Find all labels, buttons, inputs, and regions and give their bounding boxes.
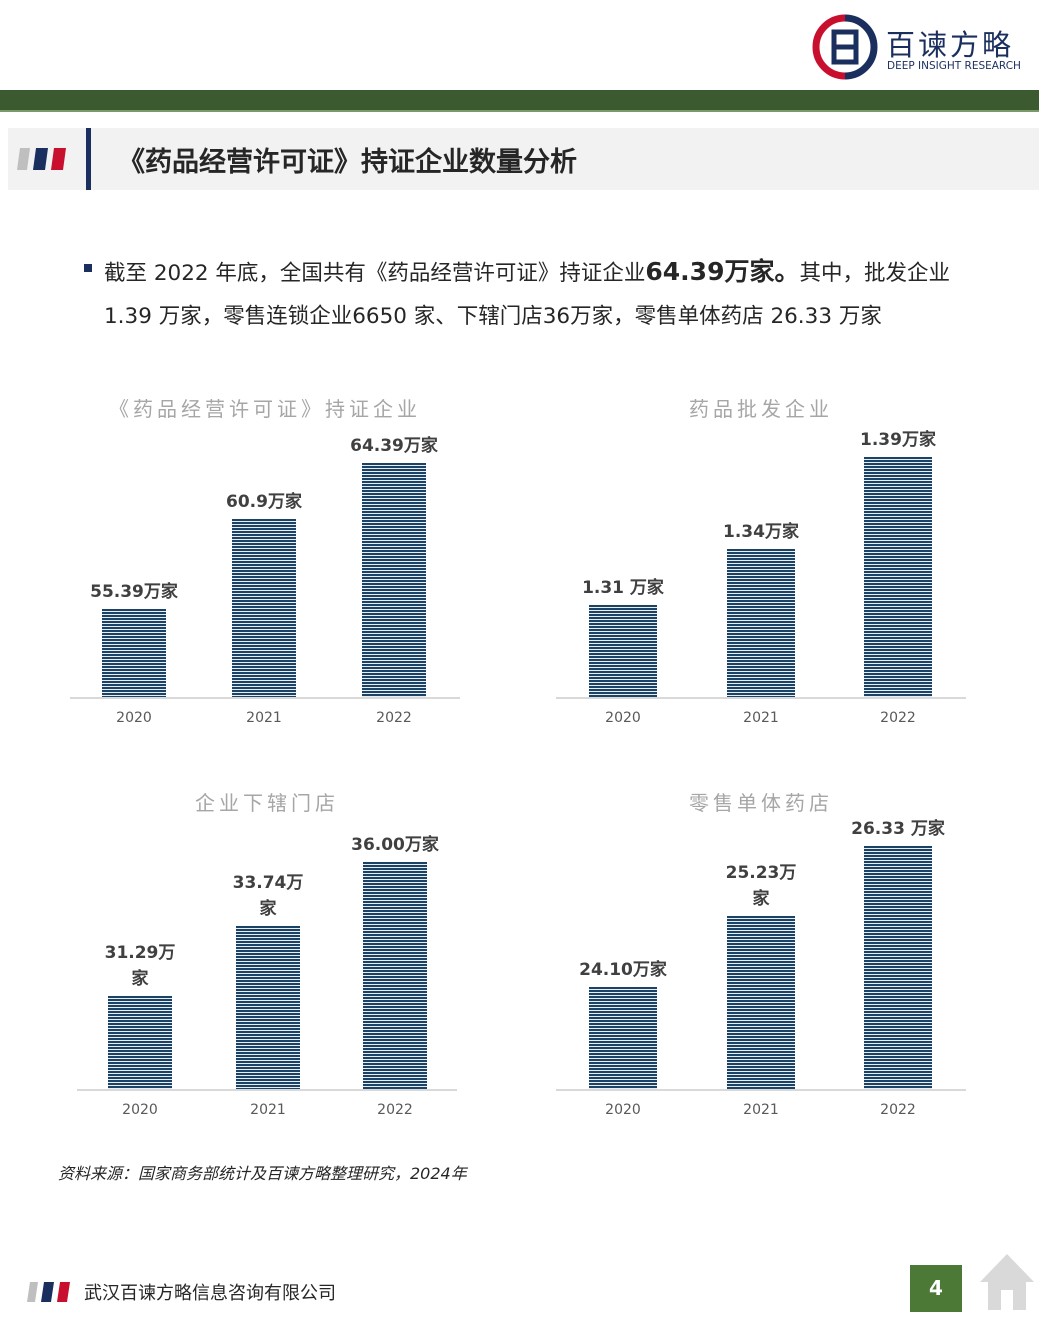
highlight: 64.39万家。: [645, 257, 800, 286]
home-icon: [980, 1254, 1034, 1310]
title-divider: [86, 128, 91, 190]
text: 截至 2022 年底，全国共有《药品经营许可证》持证企业: [104, 261, 646, 286]
value-label: 1.31 万家: [582, 577, 664, 598]
bar: [363, 862, 427, 1089]
x-tick-label: 2020: [605, 710, 641, 726]
bar: [727, 915, 795, 1089]
bar: [236, 926, 300, 1089]
value-label: 1.39万家: [860, 429, 936, 450]
footer-company: 武汉百谏方略信息咨询有限公司: [84, 1283, 336, 1304]
page-number: 4: [910, 1265, 962, 1312]
value-label: 64.39万家: [350, 435, 438, 456]
header-band: [0, 90, 1039, 112]
axis-line: [556, 697, 966, 699]
bar: [232, 519, 296, 697]
footer-flag: [27, 1282, 70, 1302]
value-label: 33.74万家: [232, 873, 304, 920]
x-tick-label: 2022: [880, 1102, 916, 1118]
chart-title: 企业下辖门店: [195, 791, 339, 815]
x-tick-label: 2020: [116, 710, 152, 726]
chart-title: 零售单体药店: [689, 791, 833, 815]
x-tick-label: 2020: [122, 1102, 158, 1118]
x-tick-label: 2022: [880, 710, 916, 726]
bar: [864, 845, 932, 1089]
axis-line: [70, 697, 460, 699]
value-label: 60.9万家: [226, 492, 302, 513]
source: 资料来源：国家商务部统计及百谏方略整理研究，2024年: [58, 1164, 467, 1183]
value-label: 26.33 万家: [851, 818, 945, 839]
text: 其中，批发企业 1.39 万家，零售连锁企业6650 家、下辖门店36万家，零售…: [104, 261, 950, 329]
section-title: 《药品经营许可证》持证企业数量分析: [118, 147, 577, 178]
value-label: 55.39万家: [90, 582, 178, 603]
brand-en: DEEP INSIGHT RESEARCH: [887, 60, 1021, 72]
bullet-text: 截至 2022 年底，全国共有《药品经营许可证》持证企业64.39万家。其中，批…: [104, 250, 999, 338]
value-label: 25.23万家: [725, 862, 797, 909]
x-tick-label: 2020: [605, 1102, 641, 1118]
value-label: 31.29万家: [104, 942, 176, 989]
chart-title: 《药品经营许可证》持证企业: [109, 397, 421, 421]
bar: [108, 995, 172, 1089]
flag-icon: [17, 148, 66, 170]
logo-icon: [812, 14, 878, 80]
bar: [727, 549, 795, 697]
bar: [864, 456, 932, 697]
value-label: 36.00万家: [351, 835, 439, 856]
brand: 百谏方略: [886, 28, 1015, 62]
bar: [589, 987, 657, 1089]
axis-line: [77, 1089, 457, 1091]
chart-title: 药品批发企业: [689, 397, 833, 421]
x-tick-label: 2022: [377, 1102, 413, 1118]
bar: [589, 604, 657, 697]
x-tick-label: 2021: [743, 1102, 779, 1118]
bar: [362, 462, 426, 697]
title-band: [8, 128, 1039, 190]
bar: [102, 609, 166, 697]
value-label: 1.34万家: [723, 522, 799, 543]
bullet-marker: [84, 264, 92, 272]
axis-line: [556, 1089, 966, 1091]
x-tick-label: 2022: [376, 710, 412, 726]
x-tick-label: 2021: [743, 710, 779, 726]
value-label: 24.10万家: [579, 960, 667, 981]
x-tick-label: 2021: [246, 710, 282, 726]
x-tick-label: 2021: [250, 1102, 286, 1118]
